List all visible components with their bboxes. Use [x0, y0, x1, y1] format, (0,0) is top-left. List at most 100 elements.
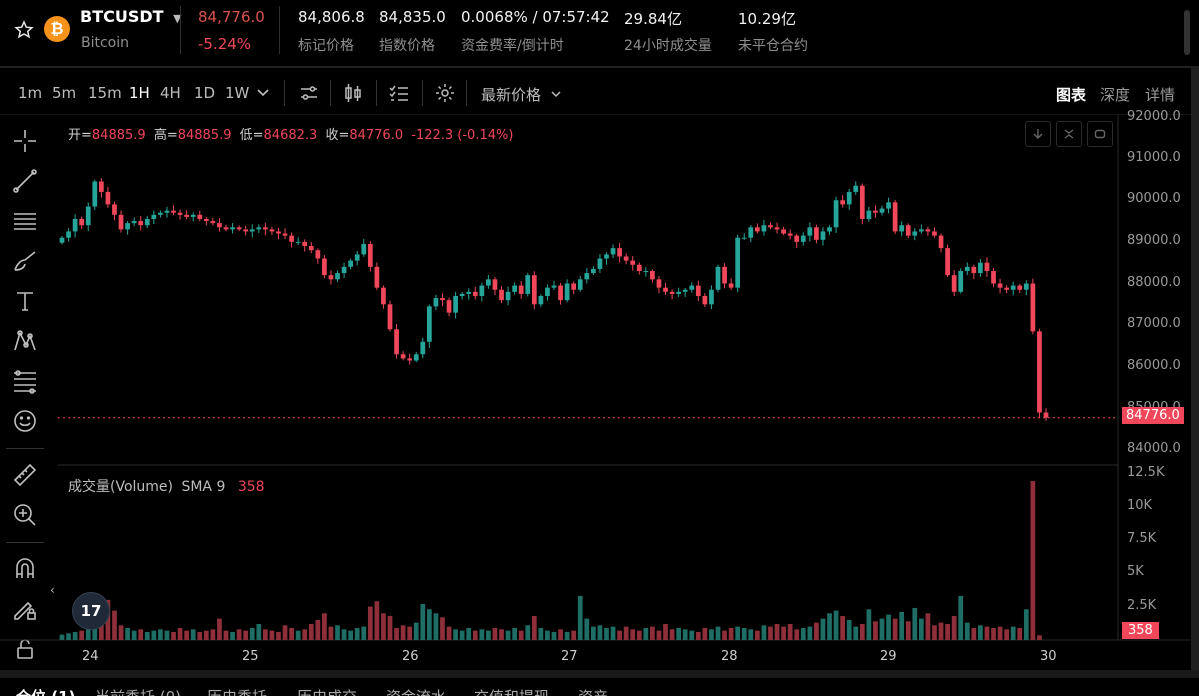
volume-bar: [472, 630, 478, 640]
volume-bar: [164, 630, 170, 640]
symbol-selector[interactable]: BTCUSDT ▼: [80, 7, 182, 26]
candle-body: [59, 237, 65, 243]
candle-body: [348, 260, 354, 267]
volume-bar: [597, 625, 603, 640]
collapse-icon: [1064, 129, 1074, 139]
candle-body: [105, 191, 111, 205]
fib-retracement-icon[interactable]: [10, 366, 40, 396]
candle-body: [964, 266, 970, 272]
indicators-list-icon[interactable]: [388, 82, 410, 108]
candle-body: [1030, 283, 1036, 332]
emoji-icon[interactable]: [10, 406, 40, 436]
tab-positions[interactable]: 仓位 (1): [16, 686, 75, 696]
gear-icon[interactable]: [434, 82, 456, 108]
volume-bar: [630, 629, 636, 640]
tradingview-logo-icon[interactable]: 17: [72, 592, 110, 630]
mark-price-value: 84,806.8: [298, 8, 365, 26]
tab-depth[interactable]: 深度: [1100, 86, 1131, 104]
tf-1d[interactable]: 1D: [194, 84, 216, 102]
candle-body: [223, 227, 229, 230]
tab-open-orders[interactable]: 当前委托 (0): [95, 686, 181, 696]
candle-body: [98, 181, 104, 192]
volume-bar: [781, 626, 786, 640]
tab-order-history[interactable]: 历史委托: [207, 686, 267, 696]
volume-bar: [840, 615, 846, 640]
price-axis[interactable]: 92000.0 91000.0 90000.0 89000.0 88000.0 …: [1118, 109, 1191, 465]
price-tick: 90000.0: [1127, 191, 1181, 206]
ohlc-legend: 开=84885.9 高=84885.9 低=84682.3 收=84776.0 …: [68, 124, 513, 143]
horizontal-lines-icon[interactable]: [10, 206, 40, 236]
ruler-icon[interactable]: [10, 460, 40, 490]
sma-value: 358: [237, 479, 265, 495]
candle-type-icon[interactable]: [342, 82, 364, 108]
candle-body: [564, 283, 570, 301]
volume-bar: [426, 609, 432, 640]
volume-bar: [138, 629, 144, 640]
volume-bar: [348, 630, 354, 640]
volume-bar: [85, 629, 91, 640]
trend-line-icon[interactable]: [10, 166, 40, 196]
volume-bar: [72, 631, 78, 640]
candle-body: [827, 227, 832, 232]
candle-body: [971, 266, 977, 274]
zoom-in-icon[interactable]: [10, 500, 40, 530]
timeframe-chevron-down-icon[interactable]: [256, 84, 270, 103]
candle-body: [138, 221, 144, 226]
volume-bar: [617, 630, 622, 640]
volume-bar: [190, 629, 196, 640]
tab-details[interactable]: 详情: [1145, 86, 1176, 104]
volume-bar: [171, 631, 176, 640]
volume-axis[interactable]: 12.5K 10K 7.5K 5K 2.5K 358: [1118, 465, 1191, 640]
sma-label: SMA 9: [181, 479, 226, 495]
time-axis[interactable]: 24 25 26 27 28 29 30: [58, 640, 1118, 670]
favorite-star-icon[interactable]: [14, 20, 34, 40]
tab-funding-flow[interactable]: 资金流水: [386, 686, 446, 696]
tf-4h[interactable]: 4H: [160, 84, 181, 102]
candle-body: [656, 279, 662, 288]
volume-bar: [577, 595, 583, 640]
pattern-icon[interactable]: [10, 326, 40, 356]
candle-body: [492, 279, 498, 290]
tf-1w[interactable]: 1W: [225, 84, 250, 102]
candle-body: [643, 271, 649, 273]
collapse-pane-button[interactable]: [1056, 121, 1082, 147]
text-tool-icon[interactable]: [10, 286, 40, 316]
time-tick: 26: [402, 649, 419, 664]
candle-body: [243, 229, 249, 232]
volume-bar: [794, 629, 800, 640]
price-type-dropdown[interactable]: 最新价格: [481, 84, 562, 105]
volume-bar: [407, 626, 413, 640]
volume-bar: [846, 619, 852, 640]
scroll-to-end-button[interactable]: [1025, 121, 1051, 147]
chevron-left-icon[interactable]: ‹: [50, 583, 55, 597]
volume-bar: [748, 629, 754, 640]
time-tick: 29: [880, 649, 897, 664]
tab-assets[interactable]: 资产: [578, 686, 608, 696]
candle-body: [689, 285, 695, 290]
volume-bar: [754, 630, 760, 640]
tab-trade-history[interactable]: 历史成交: [297, 686, 357, 696]
tf-15m[interactable]: 15m: [88, 84, 122, 102]
lock-drawing-icon[interactable]: [10, 594, 40, 624]
tf-1m[interactable]: 1m: [18, 84, 43, 102]
brush-icon[interactable]: [10, 246, 40, 276]
crosshair-icon[interactable]: [10, 126, 40, 156]
volume-bar: [341, 629, 347, 640]
tf-5m[interactable]: 5m: [52, 84, 77, 102]
tf-1h[interactable]: 1H: [129, 84, 150, 102]
tab-chart[interactable]: 图表: [1056, 86, 1087, 104]
reset-chart-button[interactable]: [1087, 121, 1113, 147]
candle-body: [367, 243, 373, 267]
volume-bar: [374, 601, 380, 640]
volume-bar: [997, 626, 1003, 640]
indicator-settings-icon[interactable]: [298, 82, 320, 108]
magnet-icon[interactable]: [10, 554, 40, 584]
volume-bar: [951, 615, 957, 640]
tab-deposit-withdraw[interactable]: 充值和提现: [474, 686, 549, 696]
time-tick: 24: [82, 649, 99, 664]
header-scrollbar[interactable]: [1184, 10, 1190, 55]
candle-body: [715, 266, 721, 290]
volume-bar: [131, 630, 137, 640]
candle-body: [144, 218, 150, 226]
